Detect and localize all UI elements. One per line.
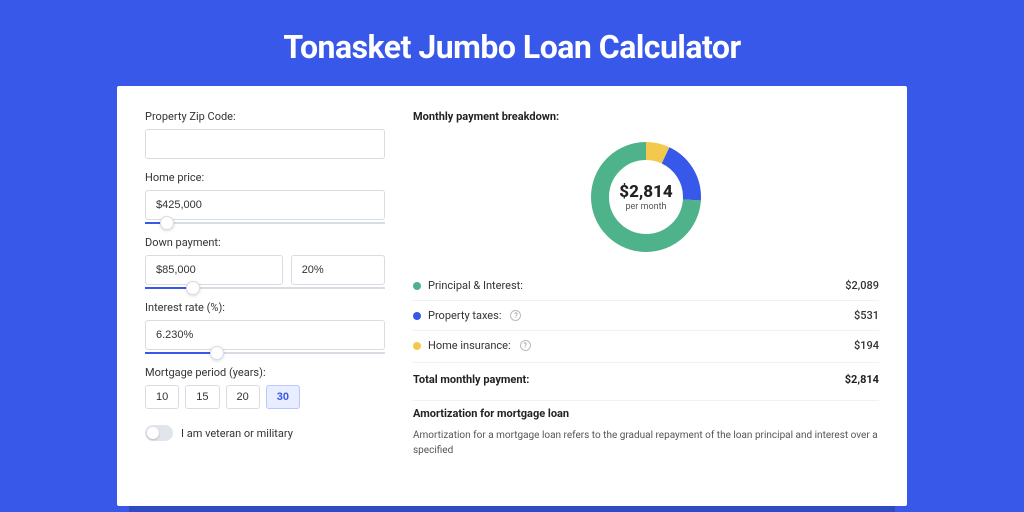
period-btn-30[interactable]: 30: [266, 385, 300, 409]
page-title: Tonasket Jumbo Loan Calculator: [0, 0, 1024, 86]
legend-label-insurance: Home insurance:: [428, 339, 511, 352]
legend-label-principal: Principal & Interest:: [428, 279, 523, 292]
donut-chart: $2,814 per month: [586, 137, 706, 257]
insurance-dot-icon: [413, 342, 421, 350]
taxes-dot-icon: [413, 312, 421, 320]
veteran-label: I am veteran or military: [181, 427, 293, 440]
total-label: Total monthly payment:: [413, 373, 529, 386]
period-field-group: Mortgage period (years): 1015 2030: [145, 366, 385, 409]
legend-row-taxes: Property taxes:? $531: [413, 301, 879, 331]
price-slider-thumb[interactable]: [160, 216, 174, 230]
period-btn-20[interactable]: 20: [226, 385, 260, 409]
legend: Principal & Interest: $2,089 Property taxe…: [413, 271, 879, 360]
down-label: Down payment:: [145, 236, 385, 249]
legend-row-principal: Principal & Interest: $2,089: [413, 271, 879, 301]
rate-slider-thumb[interactable]: [210, 346, 224, 360]
legend-value-principal: $2,089: [845, 279, 879, 292]
rate-field-group: Interest rate (%):: [145, 301, 385, 354]
rate-label: Interest rate (%):: [145, 301, 385, 314]
rate-input[interactable]: [145, 320, 385, 350]
donut-chart-wrap: $2,814 per month: [413, 133, 879, 271]
principal-dot-icon: [413, 282, 421, 290]
period-btn-10[interactable]: 10: [145, 385, 179, 409]
veteran-row: I am veteran or military: [145, 425, 385, 441]
donut-center: $2,814 per month: [586, 137, 706, 257]
calculator-card: Property Zip Code: Home price: Down paym…: [117, 86, 907, 506]
down-amount-input[interactable]: [145, 255, 283, 285]
down-slider-thumb[interactable]: [186, 281, 200, 295]
period-label: Mortgage period (years):: [145, 366, 385, 379]
info-icon[interactable]: ?: [510, 310, 521, 321]
price-label: Home price:: [145, 171, 385, 184]
legend-label-taxes: Property taxes:: [428, 309, 501, 322]
breakdown-title: Monthly payment breakdown:: [413, 110, 879, 123]
donut-amount: $2,814: [619, 182, 672, 202]
down-slider[interactable]: [145, 287, 385, 289]
period-btn-15[interactable]: 15: [185, 385, 219, 409]
legend-row-insurance: Home insurance:? $194: [413, 331, 879, 360]
price-field-group: Home price:: [145, 171, 385, 224]
amortization-title: Amortization for mortgage loan: [413, 400, 879, 420]
info-icon[interactable]: ?: [520, 340, 531, 351]
down-field-group: Down payment:: [145, 236, 385, 289]
price-input[interactable]: [145, 190, 385, 220]
veteran-toggle[interactable]: [145, 425, 173, 441]
total-row: Total monthly payment: $2,814: [413, 362, 879, 400]
price-slider[interactable]: [145, 222, 385, 224]
legend-value-taxes: $531: [854, 309, 879, 322]
amortization-text: Amortization for a mortgage loan refers …: [413, 428, 879, 458]
total-value: $2,814: [845, 373, 879, 386]
zip-label: Property Zip Code:: [145, 110, 385, 123]
rate-slider[interactable]: [145, 352, 385, 354]
zip-field-group: Property Zip Code:: [145, 110, 385, 159]
period-buttons: 1015 2030: [145, 385, 385, 409]
breakdown-column: Monthly payment breakdown: $2,814 per mo…: [413, 110, 879, 482]
down-pct-input[interactable]: [291, 255, 385, 285]
legend-value-insurance: $194: [854, 339, 879, 352]
inputs-column: Property Zip Code: Home price: Down paym…: [145, 110, 385, 482]
donut-sub: per month: [625, 202, 666, 212]
zip-input[interactable]: [145, 129, 385, 159]
